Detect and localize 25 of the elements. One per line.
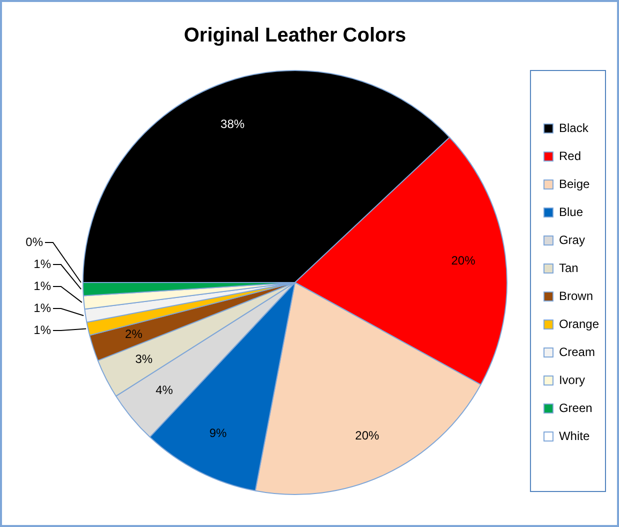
legend-label: White (558, 428, 590, 443)
legend-label: Red (558, 148, 581, 163)
data-label: 1% (34, 256, 52, 271)
legend-label: Black (558, 120, 590, 135)
legend-label: Cream (558, 344, 595, 359)
legend-label: Green (558, 400, 592, 415)
legend-label: Blue (558, 204, 584, 219)
data-label: 1% (34, 300, 52, 315)
legend-label: Gray (558, 232, 585, 247)
legend-label: Ivory (558, 372, 585, 387)
data-label: 9% (209, 426, 227, 440)
legend-label: Beige (558, 176, 590, 191)
data-label: 4% (156, 382, 174, 397)
data-label: 38% (220, 117, 245, 132)
data-label: 20% (451, 254, 476, 268)
data-label: 2% (125, 327, 143, 342)
chart-title: Original Leather Colors (184, 24, 406, 47)
legend-label: Brown (558, 288, 593, 303)
text: 0% (26, 234, 43, 249)
data-label: 1% (34, 278, 52, 293)
data-label: 1% (34, 322, 52, 337)
data-label: 3% (135, 352, 153, 366)
legend-label: Orange (558, 316, 600, 331)
data-label: 20% (355, 428, 380, 442)
legend-label: Tan (558, 260, 578, 275)
